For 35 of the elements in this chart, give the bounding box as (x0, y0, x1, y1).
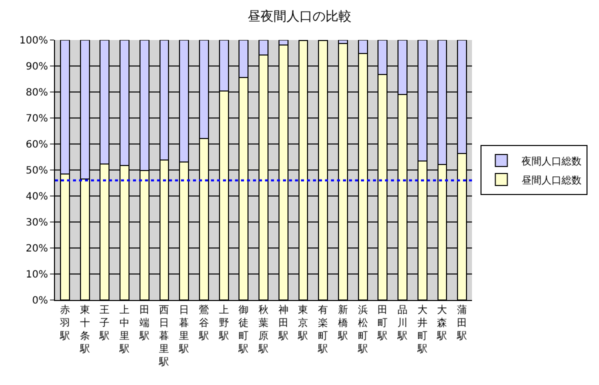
x-tick-label: 赤羽駅 (58, 304, 70, 342)
x-tick-label: 王子駅 (98, 305, 110, 342)
y-tick-label: 30% (26, 218, 48, 228)
x-tick-label: 上中里駅 (118, 304, 130, 355)
x-tick-label: 有楽町駅 (317, 304, 328, 355)
x-tick-label: 秋葉原駅 (258, 304, 268, 355)
chart-title: 昼夜間人口の比較 (248, 8, 352, 25)
legend-label: 昼間人口総数 (521, 174, 582, 186)
y-tick-label: 100% (19, 36, 48, 46)
y-tick-label: 10% (26, 270, 48, 280)
x-tick-label: 蒲田駅 (456, 304, 468, 342)
y-tick-label: 80% (26, 88, 48, 98)
x-tick-label: 大井町駅 (416, 304, 428, 355)
y-tick-label: 0% (32, 296, 48, 306)
y-tick-label: 50% (26, 166, 48, 176)
x-tick-label: 浜松町駅 (356, 304, 368, 355)
x-tick-label: 西日暮里駅 (158, 305, 170, 368)
x-tick-label: 東十条駅 (78, 304, 90, 355)
x-tick-label: 田町駅 (376, 305, 388, 342)
x-tick-label: 東京駅 (297, 304, 308, 342)
x-tick-label: 御徒町駅 (238, 305, 249, 355)
legend-label: 夜間人口総数 (521, 155, 582, 168)
x-tick-label: 神田駅 (277, 304, 288, 342)
y-tick-label: 20% (26, 244, 48, 254)
y-tick-label: 60% (26, 140, 48, 150)
y-tick-label: 40% (26, 192, 48, 202)
x-tick-label: 田端駅 (138, 305, 150, 342)
x-tick-label: 品川駅 (396, 305, 408, 342)
x-tick-label: 新橋駅 (336, 304, 348, 342)
x-tick-label: 日暮里駅 (178, 305, 190, 355)
x-tick-label: 上野駅 (218, 304, 229, 342)
x-tick-label: 大森駅 (436, 304, 448, 342)
y-tick-label: 70% (26, 114, 48, 124)
x-tick-label: 鶯谷駅 (198, 304, 209, 342)
y-tick-label: 90% (26, 62, 48, 72)
